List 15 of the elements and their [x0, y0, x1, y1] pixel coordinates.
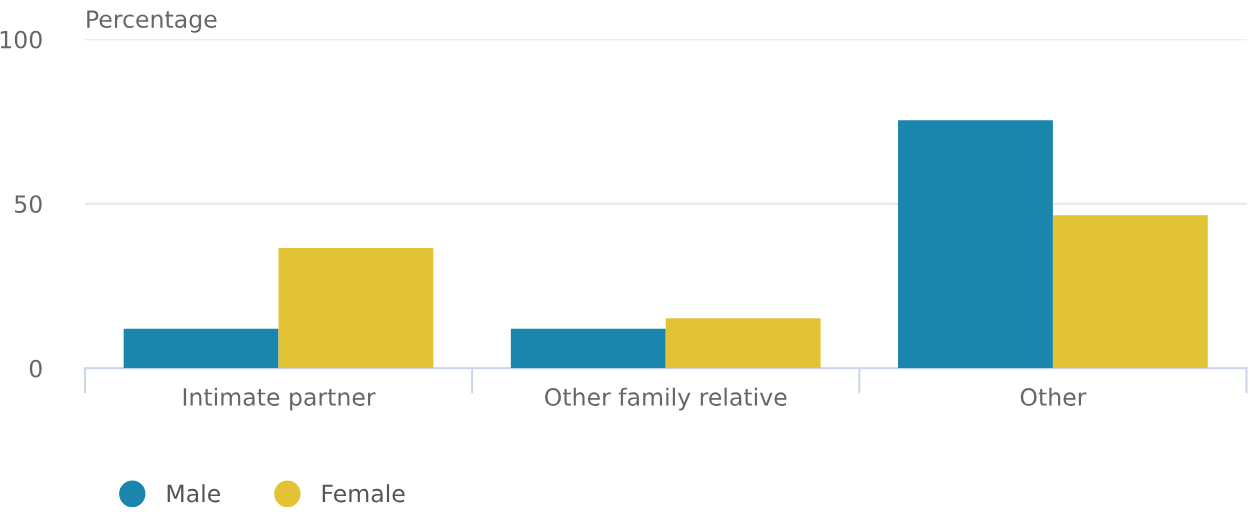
bar [278, 248, 434, 369]
legend-label: Male [167, 484, 221, 503]
bar [898, 120, 1053, 369]
x-tick-label: Other family relative [545, 387, 787, 411]
x-tick-label: Other [1020, 387, 1087, 406]
legend-label: Female [322, 484, 405, 503]
y-tick-label: 0 [29, 359, 42, 378]
bar [665, 318, 821, 369]
y-tick-label: 50 [15, 195, 42, 214]
bar [123, 328, 279, 369]
y-tick-label: 100 [0, 30, 42, 49]
y-axis-title: Percentage [87, 10, 217, 33]
bar [510, 328, 666, 369]
bar [1052, 215, 1208, 369]
x-tick-label: Intimate partner [183, 387, 376, 411]
